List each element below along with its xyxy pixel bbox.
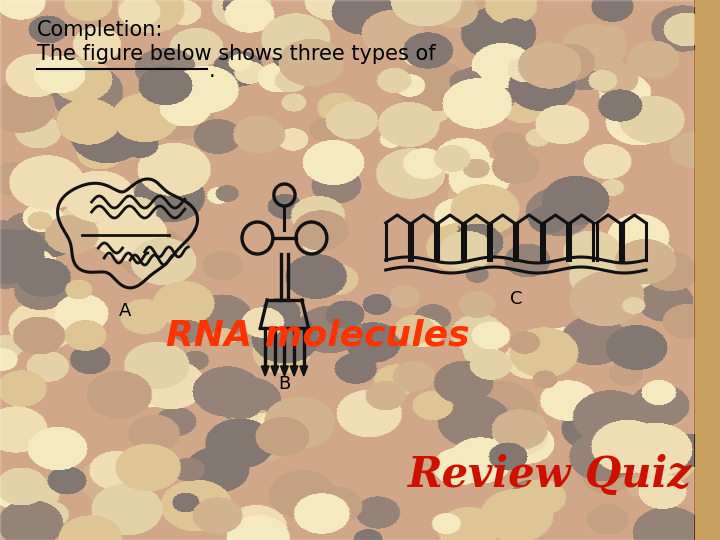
Text: Review Quiz: Review Quiz [408,454,692,496]
Polygon shape [281,366,288,376]
Text: RNA molecules: RNA molecules [166,318,470,352]
Polygon shape [271,366,279,376]
Polygon shape [300,366,307,376]
Text: The figure below shows three types of: The figure below shows three types of [37,44,436,64]
Text: C: C [510,290,522,308]
Text: B: B [279,375,291,393]
Polygon shape [261,366,269,376]
Text: .: . [208,61,215,81]
Text: Completion:: Completion: [37,20,163,40]
Polygon shape [290,366,298,376]
Text: A: A [120,302,132,320]
